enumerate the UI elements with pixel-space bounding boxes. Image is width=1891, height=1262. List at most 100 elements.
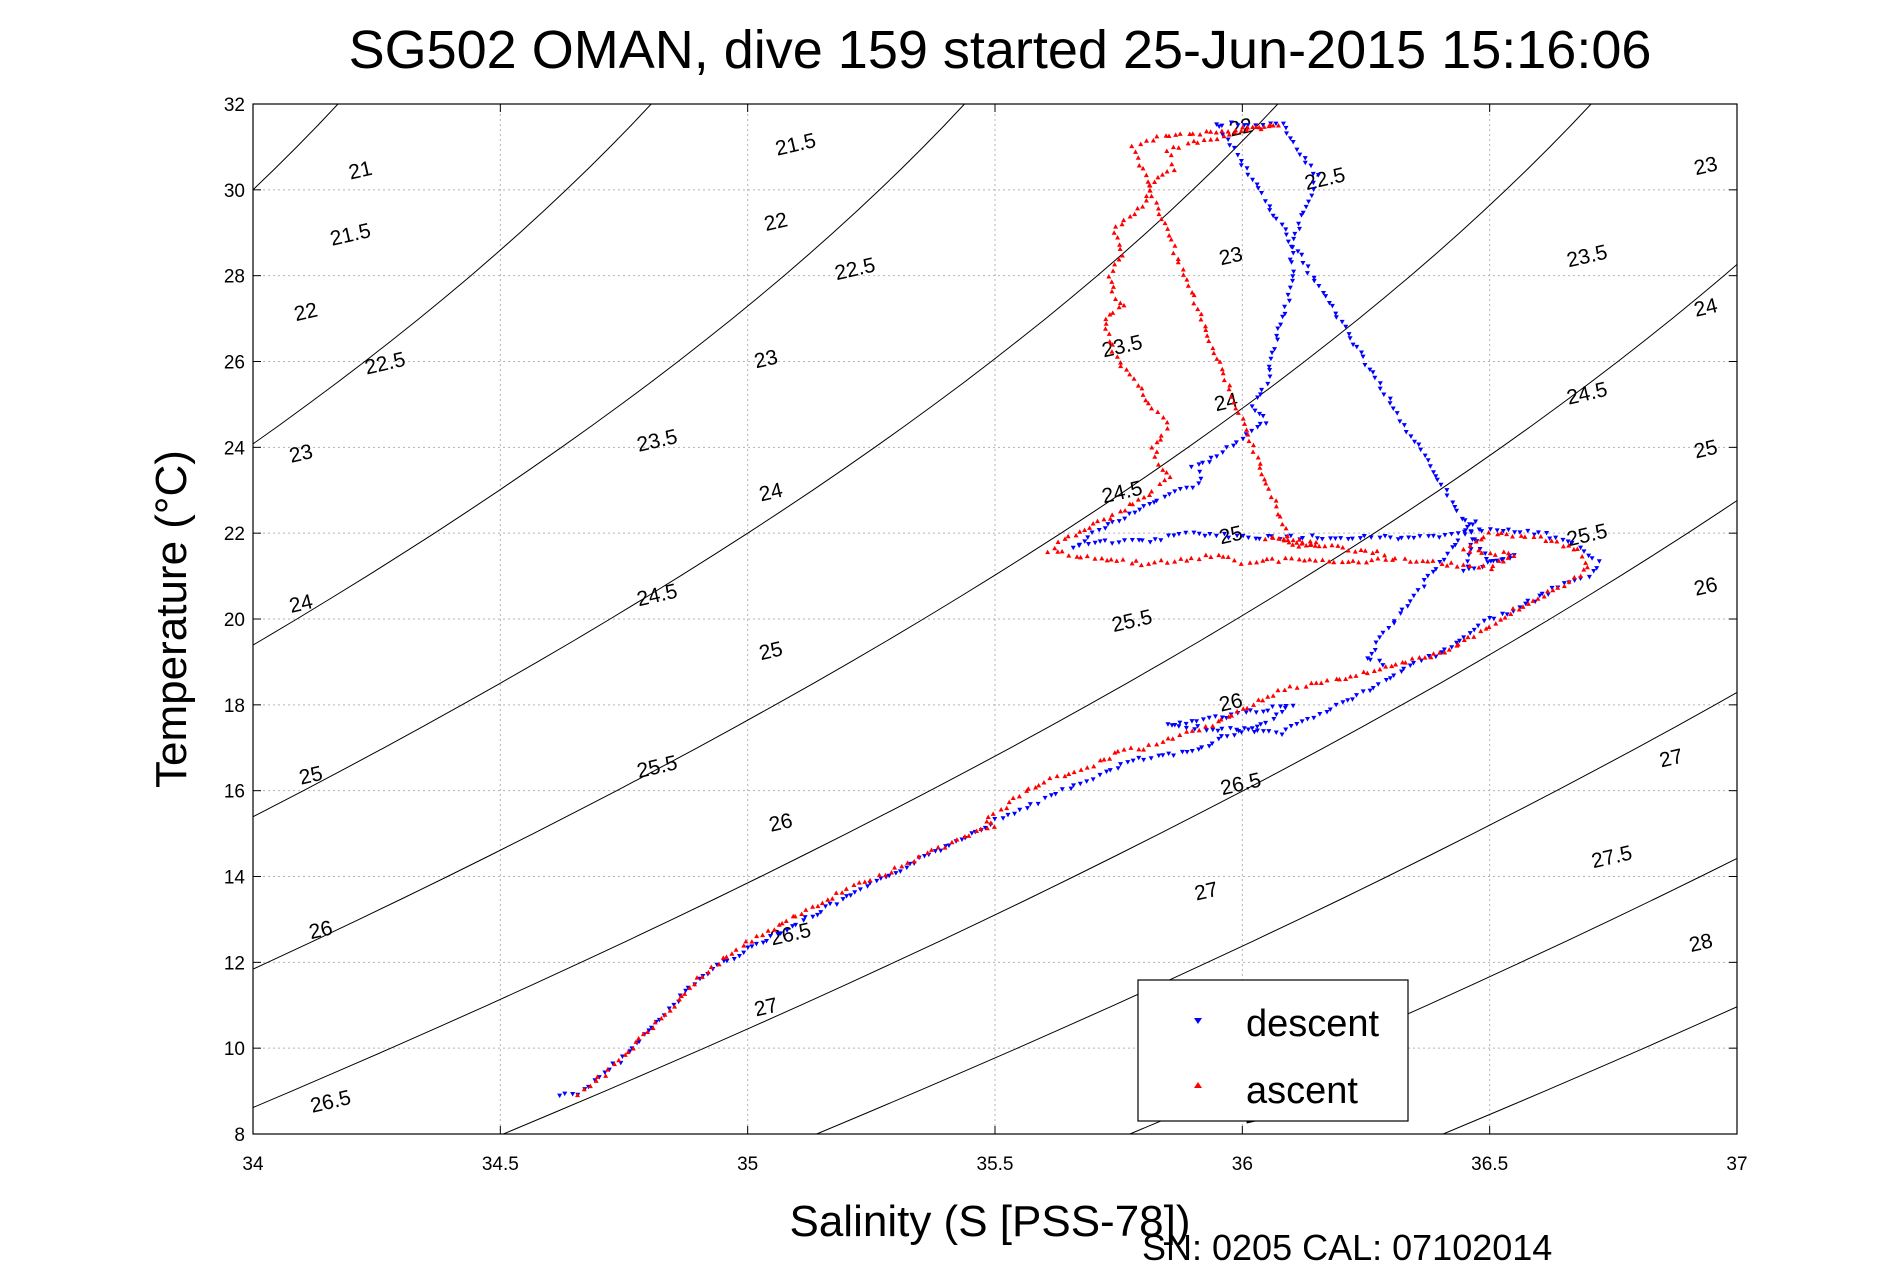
data-point-descent bbox=[1227, 726, 1233, 731]
data-point-ascent bbox=[633, 1039, 639, 1044]
data-point-ascent bbox=[1246, 438, 1252, 444]
data-point-descent bbox=[1370, 686, 1376, 691]
data-point-descent bbox=[1213, 533, 1219, 539]
data-point-ascent bbox=[1264, 556, 1270, 562]
data-point-ascent bbox=[1191, 292, 1197, 298]
data-point-descent bbox=[1254, 724, 1260, 730]
data-point-ascent bbox=[1004, 805, 1010, 811]
data-point-ascent bbox=[1218, 716, 1224, 722]
data-point-ascent bbox=[1135, 155, 1141, 160]
data-point-ascent bbox=[594, 1074, 600, 1079]
data-point-ascent bbox=[1352, 549, 1358, 554]
data-point-descent bbox=[1290, 140, 1296, 145]
data-point-descent bbox=[1104, 769, 1110, 775]
data-point-ascent bbox=[1251, 702, 1257, 707]
data-point-descent bbox=[1578, 545, 1584, 551]
data-point-descent bbox=[1470, 522, 1476, 527]
data-point-descent bbox=[1433, 474, 1439, 479]
data-point-ascent bbox=[929, 847, 935, 852]
data-point-ascent bbox=[729, 951, 735, 956]
data-point-descent bbox=[1411, 661, 1417, 666]
data-point-ascent bbox=[1538, 534, 1544, 539]
data-point-descent bbox=[1263, 421, 1269, 426]
data-point-descent bbox=[1220, 450, 1226, 455]
x-axis-label: Salinity (S [PSS-78]) bbox=[789, 1197, 1190, 1246]
data-point-ascent bbox=[1294, 540, 1300, 545]
data-point-descent bbox=[1283, 703, 1289, 709]
data-point-descent bbox=[1260, 413, 1266, 419]
data-point-ascent bbox=[1110, 310, 1116, 315]
data-point-descent bbox=[1250, 177, 1256, 183]
data-point-ascent bbox=[1152, 559, 1158, 565]
data-point-descent bbox=[1042, 795, 1048, 801]
data-point-ascent bbox=[1240, 416, 1246, 421]
data-point-ascent bbox=[1165, 735, 1171, 741]
data-point-ascent bbox=[1121, 302, 1127, 308]
data-point-ascent bbox=[1489, 566, 1495, 572]
data-point-descent bbox=[1183, 721, 1189, 727]
data-point-ascent bbox=[829, 896, 835, 901]
data-point-descent bbox=[1572, 578, 1578, 583]
data-point-ascent bbox=[1275, 511, 1281, 517]
data-point-ascent bbox=[1208, 554, 1214, 560]
data-point-ascent bbox=[1180, 272, 1186, 277]
data-point-descent bbox=[1463, 528, 1469, 533]
data-point-descent bbox=[1405, 604, 1411, 609]
isopycnal-label: 25 bbox=[757, 637, 785, 665]
data-point-descent bbox=[1255, 186, 1261, 191]
data-point-descent bbox=[1105, 522, 1111, 527]
data-point-descent bbox=[778, 931, 784, 936]
data-point-ascent bbox=[1149, 193, 1155, 199]
legend-ascent-marker bbox=[1194, 1082, 1202, 1088]
data-point-descent bbox=[1166, 492, 1172, 497]
data-point-descent bbox=[1300, 536, 1306, 541]
data-point-ascent bbox=[1117, 300, 1123, 306]
data-point-descent bbox=[1092, 540, 1098, 546]
data-point-ascent bbox=[1583, 560, 1589, 565]
data-point-ascent bbox=[1113, 224, 1119, 229]
data-point-ascent bbox=[771, 927, 777, 932]
data-point-ascent bbox=[1245, 432, 1251, 437]
data-point-ascent bbox=[760, 932, 766, 938]
data-point-descent bbox=[1525, 598, 1531, 604]
data-point-ascent bbox=[1203, 552, 1209, 558]
data-point-descent bbox=[1381, 392, 1387, 398]
data-point-ascent bbox=[636, 1035, 642, 1041]
data-point-descent bbox=[1500, 528, 1506, 534]
data-point-ascent bbox=[1261, 476, 1267, 482]
data-point-ascent bbox=[883, 872, 889, 878]
data-point-descent bbox=[1240, 436, 1246, 442]
data-point-ascent bbox=[1554, 538, 1560, 544]
data-point-descent bbox=[636, 1039, 642, 1045]
data-point-ascent bbox=[1158, 557, 1164, 563]
data-point-ascent bbox=[1071, 769, 1077, 775]
data-point-descent bbox=[1165, 533, 1171, 538]
data-point-descent bbox=[1367, 688, 1373, 694]
data-point-descent bbox=[1258, 722, 1264, 727]
data-point-ascent bbox=[1409, 656, 1415, 661]
data-point-descent bbox=[1257, 411, 1263, 417]
data-point-ascent bbox=[1066, 771, 1072, 776]
data-point-ascent bbox=[1135, 205, 1141, 211]
data-point-descent bbox=[1437, 560, 1443, 565]
data-point-ascent bbox=[905, 860, 911, 865]
data-point-descent bbox=[1343, 324, 1349, 330]
data-point-descent bbox=[938, 848, 944, 854]
data-point-ascent bbox=[1204, 128, 1210, 134]
data-point-descent bbox=[992, 817, 998, 822]
data-point-descent bbox=[1238, 158, 1244, 164]
data-point-ascent bbox=[1198, 317, 1204, 322]
data-point-ascent bbox=[1103, 321, 1109, 326]
x-tick-label: 36 bbox=[1232, 1154, 1253, 1175]
data-point-ascent bbox=[1364, 670, 1370, 676]
data-point-descent bbox=[775, 931, 781, 937]
isopycnal-line bbox=[253, 263, 1737, 1109]
data-point-ascent bbox=[1175, 256, 1181, 261]
y-tick-label: 20 bbox=[224, 610, 245, 631]
data-point-ascent bbox=[985, 814, 991, 820]
data-point-descent bbox=[1221, 531, 1227, 537]
data-point-ascent bbox=[1116, 257, 1122, 262]
data-point-ascent bbox=[1340, 544, 1346, 550]
data-point-descent bbox=[1297, 152, 1303, 158]
data-point-descent bbox=[1367, 367, 1373, 373]
